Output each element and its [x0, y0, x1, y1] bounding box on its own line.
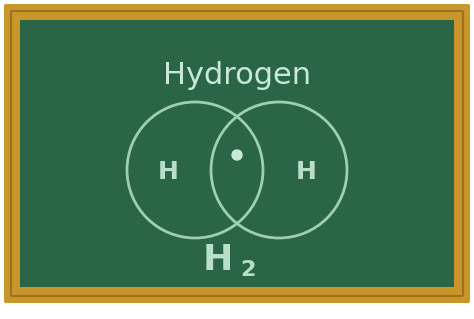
FancyBboxPatch shape	[4, 4, 470, 303]
FancyBboxPatch shape	[11, 11, 463, 296]
FancyBboxPatch shape	[20, 20, 454, 287]
Text: H: H	[157, 160, 178, 184]
Text: Hydrogen: Hydrogen	[163, 61, 311, 90]
Circle shape	[232, 150, 242, 160]
Text: H: H	[296, 160, 317, 184]
Text: H: H	[203, 243, 233, 277]
Text: 2: 2	[240, 260, 255, 280]
